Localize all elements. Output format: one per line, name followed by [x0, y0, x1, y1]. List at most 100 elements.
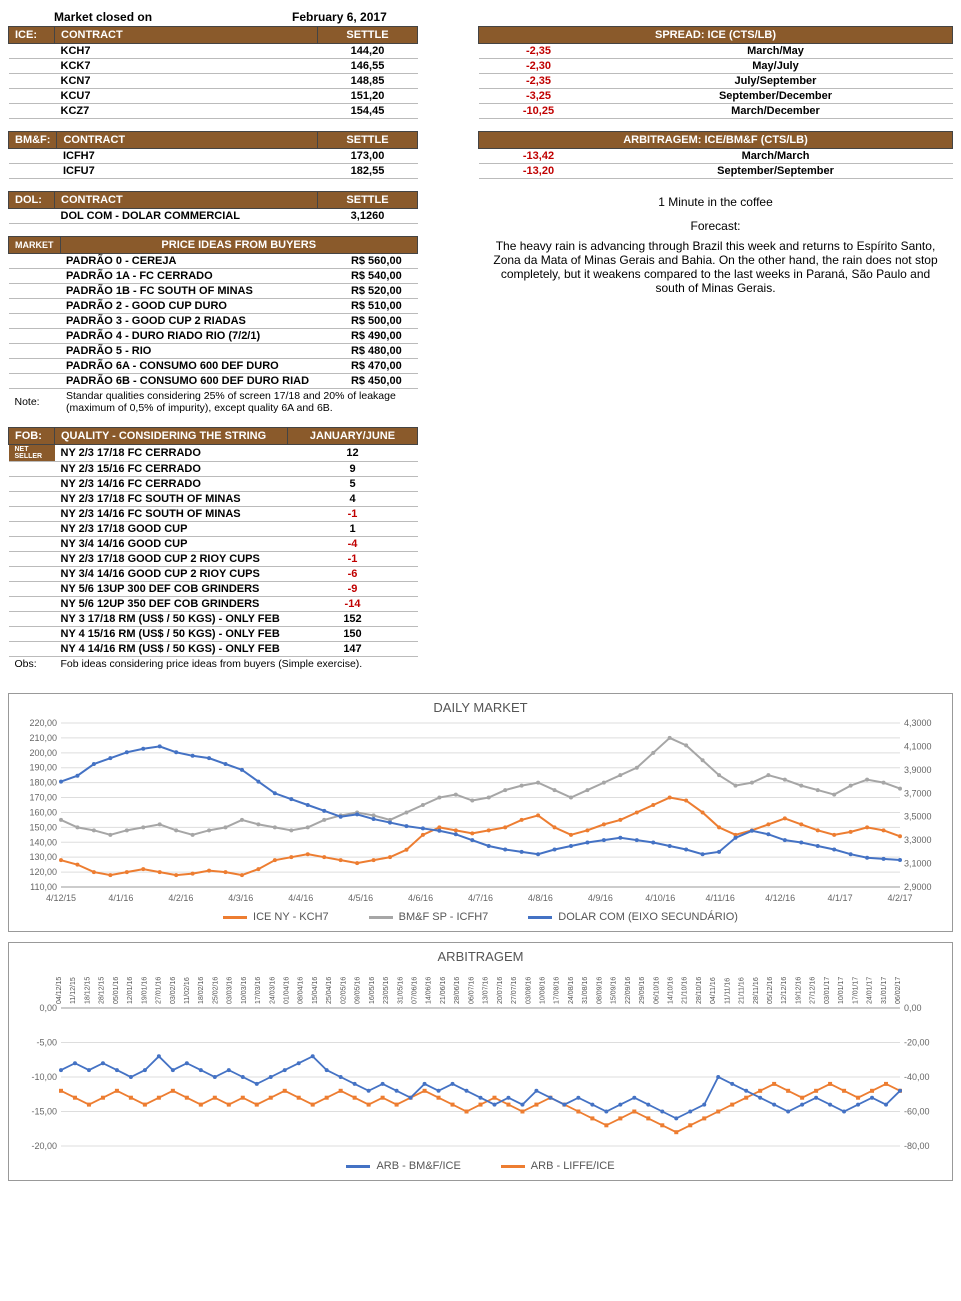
- legend-ice: ICE NY - KCH7: [253, 911, 329, 923]
- table-cell: -1: [288, 552, 418, 567]
- svg-text:25/04/16: 25/04/16: [326, 977, 333, 1004]
- svg-text:14/06/16: 14/06/16: [426, 977, 433, 1004]
- svg-text:-80,00: -80,00: [904, 1141, 930, 1151]
- arb-chart-title: ARBITRAGEM: [13, 947, 948, 966]
- svg-text:19/12/16: 19/12/16: [795, 977, 802, 1004]
- table-row: NY 2/3 17/18 FC CERRADO: [55, 445, 288, 462]
- svg-text:06/10/16: 06/10/16: [653, 977, 660, 1004]
- table-row: KCZ7: [55, 104, 318, 119]
- svg-text:03/03/16: 03/03/16: [227, 977, 234, 1004]
- table-row: PADRÃO 1A - FC CERRADO: [60, 269, 335, 284]
- svg-text:-40,00: -40,00: [904, 1072, 930, 1082]
- bmf-prefix: BM&F:: [9, 132, 57, 149]
- svg-text:4/2/17: 4/2/17: [887, 893, 912, 903]
- table-row: NY 4 15/16 RM (US$ / 50 KGS) - ONLY FEB: [55, 627, 288, 642]
- legend-dol: DOLAR COM (EIXO SECUNDÁRIO): [558, 911, 738, 923]
- svg-text:24/08/16: 24/08/16: [568, 977, 575, 1004]
- svg-text:14/10/16: 14/10/16: [667, 977, 674, 1004]
- svg-text:-10,00: -10,00: [31, 1072, 57, 1082]
- dol-col-contract: CONTRACT: [55, 192, 318, 209]
- ice-table: ICE: CONTRACT SETTLE KCH7144,20KCK7146,5…: [8, 26, 418, 119]
- table-cell: -4: [288, 537, 418, 552]
- spread-value: -13,20: [479, 164, 599, 179]
- svg-text:18/12/15: 18/12/15: [84, 977, 91, 1004]
- svg-text:-20,00: -20,00: [31, 1141, 57, 1151]
- table-cell: -14: [288, 597, 418, 612]
- dol-prefix: DOL:: [9, 192, 55, 209]
- svg-text:0,00: 0,00: [904, 1003, 922, 1013]
- svg-text:4,1000: 4,1000: [904, 741, 932, 751]
- svg-text:4/12/15: 4/12/15: [46, 893, 76, 903]
- table-row: DOL COM - DOLAR COMMERCIAL: [55, 209, 318, 224]
- svg-text:03/01/17: 03/01/17: [824, 977, 831, 1004]
- table-cell: 150: [288, 627, 418, 642]
- spread-value: -13,42: [479, 149, 599, 164]
- table-cell: 4: [288, 492, 418, 507]
- forecast-sub: Forecast:: [488, 219, 943, 233]
- svg-text:10/01/17: 10/01/17: [838, 977, 845, 1004]
- table-row: ICFH7: [57, 149, 318, 164]
- table-row: PADRÃO 1B - FC SOUTH OF MINAS: [60, 284, 335, 299]
- svg-text:18/02/16: 18/02/16: [198, 977, 205, 1004]
- svg-text:25/02/16: 25/02/16: [212, 977, 219, 1004]
- svg-text:31/05/16: 31/05/16: [397, 977, 404, 1004]
- spread-label: March/March: [599, 149, 953, 164]
- svg-text:4/10/16: 4/10/16: [645, 893, 675, 903]
- forecast-title: 1 Minute in the coffee: [488, 195, 943, 209]
- svg-text:4/7/16: 4/7/16: [468, 893, 493, 903]
- table-cell: R$ 470,00: [335, 359, 417, 374]
- table-row: NY 5/6 13UP 300 DEF COB GRINDERS: [55, 582, 288, 597]
- svg-text:21/11/16: 21/11/16: [739, 977, 746, 1004]
- buyers-note: Standar qualities considering 25% of scr…: [60, 389, 418, 416]
- table-cell: R$ 520,00: [335, 284, 417, 299]
- legend-arb-bmf: ARB - BM&F/ICE: [376, 1160, 460, 1172]
- table-row: KCN7: [55, 74, 318, 89]
- table-cell: 9: [288, 462, 418, 477]
- table-row: NY 2/3 14/16 FC CERRADO: [55, 477, 288, 492]
- svg-text:3,7000: 3,7000: [904, 788, 932, 798]
- svg-text:4,3000: 4,3000: [904, 718, 932, 728]
- spread-label: July/September: [599, 74, 953, 89]
- table-cell: 144,20: [318, 44, 418, 59]
- svg-text:09/05/16: 09/05/16: [355, 977, 362, 1004]
- svg-text:11/12/15: 11/12/15: [70, 977, 77, 1004]
- table-cell: 182,55: [318, 164, 418, 179]
- svg-text:27/07/16: 27/07/16: [511, 977, 518, 1004]
- table-cell: -9: [288, 582, 418, 597]
- svg-text:12/12/16: 12/12/16: [781, 977, 788, 1004]
- table-cell: R$ 490,00: [335, 329, 417, 344]
- forecast-body: The heavy rain is advancing through Braz…: [488, 239, 943, 295]
- table-cell: 146,55: [318, 59, 418, 74]
- svg-text:120,00: 120,00: [29, 867, 57, 877]
- svg-text:04/12/15: 04/12/15: [56, 977, 63, 1004]
- svg-text:05/01/16: 05/01/16: [113, 977, 120, 1004]
- svg-text:06/02/17: 06/02/17: [895, 977, 902, 1004]
- svg-text:-5,00: -5,00: [36, 1038, 57, 1048]
- svg-text:4/12/16: 4/12/16: [765, 893, 795, 903]
- buyers-title: PRICE IDEAS FROM BUYERS: [60, 237, 418, 254]
- svg-text:3,9000: 3,9000: [904, 765, 932, 775]
- forecast-block: 1 Minute in the coffee Forecast: The hea…: [478, 191, 953, 299]
- fob-prefix2: NET SELLER: [9, 445, 55, 462]
- svg-text:4/1/17: 4/1/17: [828, 893, 853, 903]
- svg-text:-15,00: -15,00: [31, 1107, 57, 1117]
- svg-text:08/04/16: 08/04/16: [298, 977, 305, 1004]
- table-cell: 147: [288, 642, 418, 657]
- svg-text:210,00: 210,00: [29, 733, 57, 743]
- svg-text:10/03/16: 10/03/16: [241, 977, 248, 1004]
- legend-arb-liffe: ARB - LIFFE/ICE: [531, 1160, 615, 1172]
- spread-label: May/July: [599, 59, 953, 74]
- svg-text:17/03/16: 17/03/16: [255, 977, 262, 1004]
- market-closed-date: February 6, 2017: [292, 10, 387, 24]
- table-row: NY 2/3 17/18 FC SOUTH OF MINAS: [55, 492, 288, 507]
- table-row: PADRÃO 5 - RIO: [60, 344, 335, 359]
- svg-text:4/6/16: 4/6/16: [408, 893, 433, 903]
- arbitragem-chart: ARBITRAGEM 0,00-5,00-10,00-15,00-20,000,…: [8, 942, 953, 1181]
- svg-text:31/01/17: 31/01/17: [881, 977, 888, 1004]
- svg-text:28/11/16: 28/11/16: [753, 977, 760, 1004]
- fob-prefix: FOB:: [9, 428, 55, 445]
- svg-text:11/02/16: 11/02/16: [184, 977, 191, 1004]
- svg-text:4/8/16: 4/8/16: [528, 893, 553, 903]
- svg-text:4/9/16: 4/9/16: [588, 893, 613, 903]
- table-cell: R$ 540,00: [335, 269, 417, 284]
